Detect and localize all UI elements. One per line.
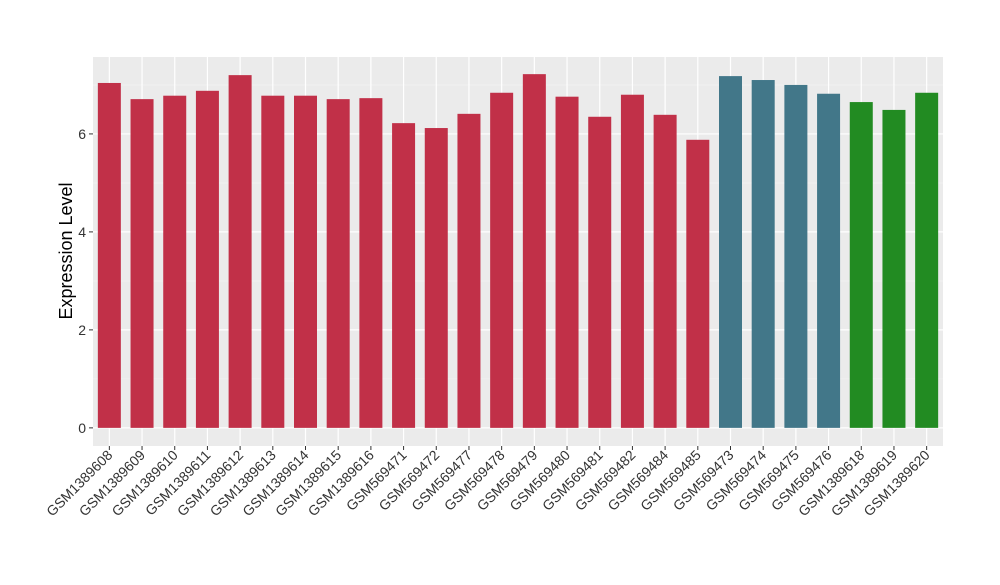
bar-GSM569481: [588, 116, 612, 428]
bar-GSM1389610: [163, 95, 187, 428]
bar-GSM569478: [490, 92, 514, 428]
bar-GSM1389615: [326, 99, 350, 428]
bar-GSM1389620: [915, 92, 939, 428]
bar-GSM1389619: [882, 109, 906, 428]
bar-GSM569471: [392, 123, 416, 428]
y-tick-label: 4: [78, 224, 86, 240]
y-tick-label: 0: [78, 420, 86, 436]
bar-GSM569480: [555, 96, 579, 428]
bar-GSM569484: [653, 114, 677, 428]
bar-GSM569475: [784, 84, 808, 428]
bar-GSM569474: [751, 80, 775, 428]
bar-GSM569479: [522, 74, 546, 428]
y-tick-label: 6: [78, 126, 86, 142]
bar-GSM569485: [686, 139, 710, 428]
bar-GSM1389616: [359, 98, 383, 428]
bar-GSM1389609: [130, 99, 154, 428]
bar-GSM1389611: [195, 90, 219, 428]
bar-GSM569482: [620, 94, 644, 428]
bar-GSM1389614: [294, 95, 317, 428]
bar-GSM1389613: [261, 95, 285, 428]
bar-GSM1389612: [228, 75, 252, 428]
plot-panel: [93, 57, 943, 446]
bar-GSM569477: [457, 113, 481, 428]
bar-GSM1389608: [97, 82, 121, 428]
y-tick-label: 2: [78, 322, 86, 338]
bar-GSM569472: [424, 128, 448, 428]
bar-GSM569473: [719, 76, 742, 428]
bar-GSM569476: [817, 93, 841, 428]
y-axis-label: Expression Level: [56, 182, 76, 319]
bar-GSM1389618: [849, 102, 873, 428]
